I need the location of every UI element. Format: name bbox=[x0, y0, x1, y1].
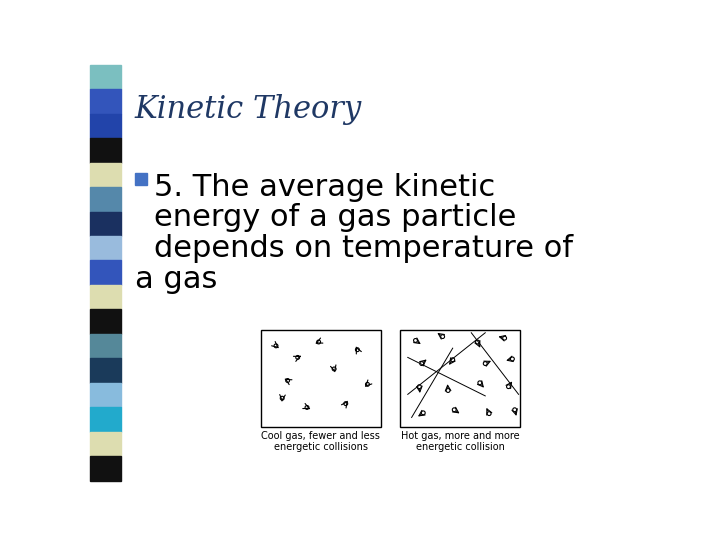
Bar bbox=[90, 163, 121, 187]
Text: a gas: a gas bbox=[135, 265, 217, 294]
Text: Kinetic Theory: Kinetic Theory bbox=[135, 94, 362, 125]
Bar bbox=[90, 65, 121, 89]
Text: Hot gas, more and more
energetic collision: Hot gas, more and more energetic collisi… bbox=[401, 430, 519, 452]
Bar bbox=[90, 383, 121, 407]
Bar bbox=[90, 138, 121, 163]
Bar bbox=[90, 431, 121, 456]
Text: 5. The average kinetic: 5. The average kinetic bbox=[153, 173, 495, 201]
Bar bbox=[90, 334, 121, 359]
Bar bbox=[90, 285, 121, 309]
Bar bbox=[90, 309, 121, 334]
Bar bbox=[261, 330, 381, 427]
Bar bbox=[90, 187, 121, 212]
Bar bbox=[400, 330, 520, 427]
Bar bbox=[90, 114, 121, 138]
Text: depends on temperature of: depends on temperature of bbox=[153, 234, 572, 263]
Text: energy of a gas particle: energy of a gas particle bbox=[153, 204, 516, 232]
Text: Cool gas, fewer and less
energetic collisions: Cool gas, fewer and less energetic colli… bbox=[261, 430, 380, 452]
Bar bbox=[90, 212, 121, 236]
Bar bbox=[90, 260, 121, 285]
Bar bbox=[135, 173, 148, 185]
Bar bbox=[90, 407, 121, 431]
Bar bbox=[90, 89, 121, 114]
Bar bbox=[90, 456, 121, 481]
Bar bbox=[90, 236, 121, 260]
Bar bbox=[90, 359, 121, 383]
